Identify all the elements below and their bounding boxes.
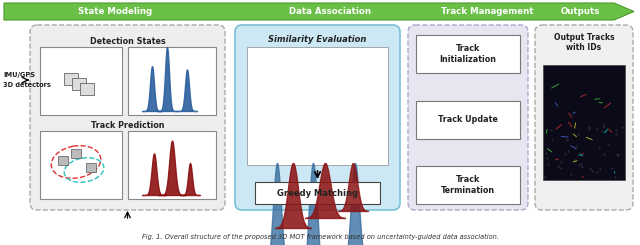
Text: Track Management: Track Management [441, 7, 533, 16]
Bar [128, 131, 216, 199]
Bar [72, 78, 86, 90]
Text: IMU/GPS: IMU/GPS [3, 72, 35, 78]
Text: Track Prediction: Track Prediction [91, 121, 164, 130]
Bar [416, 100, 520, 138]
Bar [128, 47, 216, 115]
Bar [86, 163, 96, 172]
Polygon shape [4, 3, 634, 20]
Text: Greedy Matching: Greedy Matching [277, 188, 358, 197]
Text: State Modeling: State Modeling [78, 7, 152, 16]
Bar [64, 73, 78, 85]
FancyBboxPatch shape [235, 25, 400, 210]
Bar [255, 182, 380, 204]
Text: Track
Initialization: Track Initialization [440, 44, 497, 64]
Bar [416, 35, 520, 73]
Text: Similarity Evaluation: Similarity Evaluation [268, 35, 367, 44]
Text: Track
Termination: Track Termination [441, 175, 495, 195]
Text: Output Tracks
with IDs: Output Tracks with IDs [554, 33, 614, 52]
Bar [40, 47, 122, 115]
Text: Track Update: Track Update [438, 115, 498, 124]
Bar [80, 83, 94, 95]
Text: Data Association: Data Association [289, 7, 371, 16]
FancyBboxPatch shape [30, 25, 225, 210]
Bar [71, 149, 81, 158]
FancyBboxPatch shape [408, 25, 528, 210]
Text: 3D detectors: 3D detectors [3, 82, 51, 88]
Bar [58, 156, 68, 165]
Bar [40, 131, 122, 199]
Text: Outputs: Outputs [560, 7, 600, 16]
Bar [543, 65, 625, 180]
FancyBboxPatch shape [535, 25, 633, 210]
Text: Fig. 1. Overall structure of the proposed 3D MOT framework based on uncertainty-: Fig. 1. Overall structure of the propose… [141, 234, 499, 240]
Bar [416, 166, 520, 204]
Text: Detection States: Detection States [90, 37, 165, 46]
Bar [247, 47, 388, 165]
